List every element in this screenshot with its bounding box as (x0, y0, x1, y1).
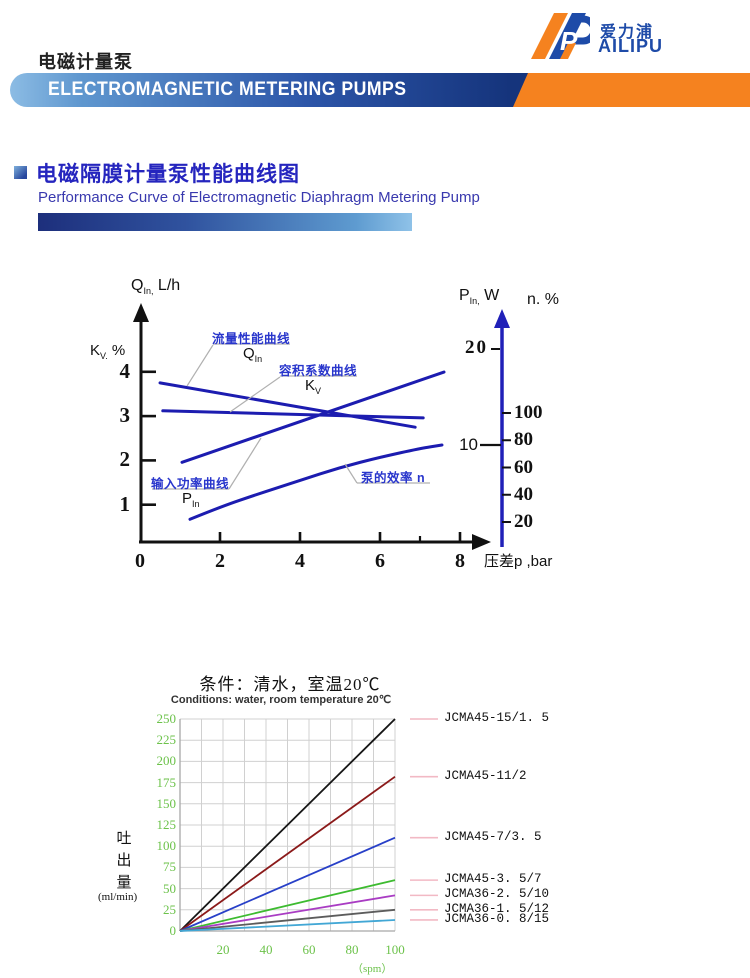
chart2-x-tick-label: 100 (385, 942, 405, 957)
chart2-line-0 (179, 718, 396, 932)
chart2-y-tick-label: 25 (163, 901, 176, 917)
title-banner: ELECTROMAGNETIC METERING PUMPS (10, 73, 750, 107)
chart1-kv-tick-label: 4 (119, 358, 131, 383)
chart1-n-tick-label: 40 (514, 483, 533, 505)
chart1-right-axis-arrow (494, 309, 510, 328)
chart2-y-tick-label: 200 (156, 753, 177, 769)
callout-power-symbol: PIn (182, 490, 200, 509)
chart2-line-4 (179, 894, 396, 932)
chart2-x-tick-label: 60 (302, 942, 316, 957)
chart2-legend-label: JCMA36-1. 5/12 (444, 901, 550, 916)
chart2-y-axis-unit: (ml/min) (98, 891, 138, 903)
chart1-curve-kv (161, 409, 425, 420)
callout-power-curve: 输入功率曲线 (151, 477, 230, 491)
chart1-y-axis-arrow (133, 303, 149, 322)
callout-flow-symbol: QIn (243, 345, 263, 364)
page-title: 电磁计量泵 (38, 52, 133, 72)
chart2-line-6 (179, 919, 396, 932)
chart1-kv-tick-label: 2 (119, 447, 131, 472)
chart2-y-axis-label: 吐出量 (116, 831, 132, 891)
chart2-y-tick-label: 100 (156, 838, 177, 854)
chart2-title: 条件：清水，室温20℃ (199, 675, 381, 694)
callout-leader-line (228, 437, 262, 490)
chart2-legend-label: JCMA36-2. 5/10 (444, 887, 550, 902)
chart2-line-1 (179, 775, 396, 932)
chart1-x-tick-label: 8 (455, 550, 465, 572)
chart1-flow-axis-label: QIn, L/h (131, 277, 181, 296)
chart1-x-axis-label: 压差p ,bar (484, 553, 553, 570)
chart1-kv-tick-label: 3 (119, 403, 131, 428)
chart1-efficiency-axis-label: n. % (527, 291, 560, 308)
chart2-y-tick-label: 0 (169, 923, 177, 938)
callout-leader-line (229, 376, 281, 413)
chart1-p-tick-label: 20 (465, 337, 488, 358)
chart2-legend-label: JCMA45-3. 5/7 (444, 872, 542, 887)
callout-efficiency-curve: 泵的效率 n (361, 471, 426, 485)
chart1-power-axis-label: PIn, W (459, 287, 500, 306)
chart2-x-axis-unit: （spm） (352, 963, 393, 975)
chart1-curve-q (158, 381, 417, 429)
section-subtitle: Performance Curve of Electromagnetic Dia… (38, 189, 480, 206)
chart2-legend-label: JCMA36-0. 8/15 (444, 911, 550, 926)
section-accent-bar (38, 213, 412, 231)
chart1-x-tick-label: 4 (295, 550, 305, 572)
callout-volumetric-symbol: KV (305, 377, 322, 396)
chart1-n-tick-label: 60 (514, 456, 533, 478)
chart2-line-5 (179, 908, 396, 932)
brand-name-cn: 爱力浦 (600, 24, 655, 41)
chart1-x-origin-label: 0 (135, 550, 145, 572)
chart1-n-tick-label: 20 (514, 511, 533, 532)
brand-logo-icon: P (531, 13, 598, 59)
chart2-y-tick-label: 175 (156, 774, 177, 790)
banner-title: ELECTROMAGNETIC METERING PUMPS (48, 79, 407, 100)
chart1-p-tick-label: 10 (459, 435, 478, 454)
chart1-x-axis-arrow (472, 534, 491, 550)
chart1-n-tick-label: 100 (514, 402, 543, 423)
chart2-y-tick-label: 250 (156, 711, 177, 726)
chart2-y-tick-label: 225 (156, 732, 177, 748)
banner-orange-block (513, 73, 750, 107)
chart2-line-2 (179, 836, 396, 932)
chart1-kv-tick-label: 1 (119, 491, 131, 516)
chart1-x-tick-label: 2 (215, 550, 225, 572)
brand-logo: P 爱力浦 AILIPU (530, 12, 730, 64)
chart2-y-tick-label: 75 (163, 859, 176, 875)
chart1-x-tick-label: 6 (375, 550, 385, 572)
chart1-kv-axis-label: KV. % (90, 342, 126, 361)
chart2-x-tick-label: 20 (216, 942, 230, 957)
section-title: 电磁隔膜计量泵性能曲线图 (36, 163, 300, 186)
chart2-x-tick-label: 80 (345, 942, 359, 957)
callout-volumetric-curve: 容积系数曲线 (279, 364, 358, 378)
svg-text:P: P (560, 26, 578, 56)
callout-leader-line (186, 344, 214, 387)
callout-leader-line (344, 463, 358, 484)
chart2-legend-label: JCMA45-11/2 (444, 768, 527, 783)
chart2-y-tick-label: 125 (156, 817, 177, 832)
chart2-subtitle: Conditions: water, room temperature 20℃ (170, 694, 392, 706)
callout-flow-curve: 流量性能曲线 (212, 332, 291, 346)
chart2-legend-label: JCMA45-7/3. 5 (444, 829, 542, 844)
section-bullet-icon (14, 166, 27, 179)
chart2-y-tick-label: 50 (163, 880, 176, 896)
chart2-legend-label: JCMA45-15/1. 5 (444, 711, 550, 725)
brand-name-en: AILIPU (598, 36, 664, 56)
chart2-y-tick-label: 150 (156, 795, 177, 811)
chart1-n-tick-label: 80 (514, 429, 533, 451)
chart2-line-3 (179, 879, 396, 932)
chart2-x-tick-label: 40 (259, 942, 273, 957)
